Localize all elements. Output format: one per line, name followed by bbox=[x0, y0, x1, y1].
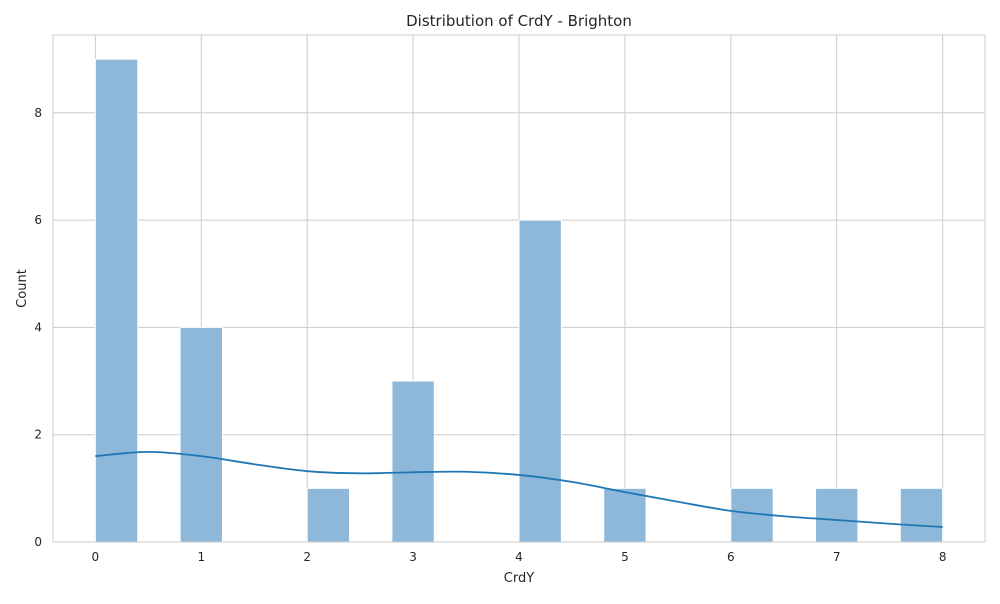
histogram-bar bbox=[391, 380, 435, 543]
kde-layer bbox=[95, 450, 943, 528]
histogram-bar bbox=[815, 487, 859, 543]
y-tick-label: 4 bbox=[34, 320, 42, 334]
x-tick-label: 3 bbox=[409, 550, 417, 564]
histogram-bar bbox=[306, 487, 351, 543]
histogram-bar bbox=[94, 58, 139, 543]
chart-title: Distribution of CrdY - Brighton bbox=[406, 12, 632, 30]
histogram-bar bbox=[518, 219, 562, 543]
y-axis-label: Count bbox=[15, 269, 30, 308]
x-tick-label: 6 bbox=[727, 550, 735, 564]
x-tick-label: 2 bbox=[303, 550, 311, 564]
y-tick-labels: 0 2 4 6 8 bbox=[34, 106, 42, 549]
kde-line bbox=[95, 450, 943, 528]
x-tick-label: 8 bbox=[939, 550, 947, 564]
x-tick-labels: 0 1 2 3 4 5 6 7 8 bbox=[92, 550, 947, 564]
x-axis-label: CrdY bbox=[504, 571, 534, 586]
y-tick-label: 0 bbox=[34, 535, 42, 549]
x-tick-label: 0 bbox=[92, 550, 100, 564]
y-tick-label: 8 bbox=[34, 106, 42, 120]
axes-frame bbox=[52, 34, 986, 543]
x-tick-label: 4 bbox=[515, 550, 523, 564]
x-tick-label: 7 bbox=[833, 550, 841, 564]
y-tick-label: 6 bbox=[34, 213, 42, 227]
histogram-bar bbox=[899, 487, 944, 543]
histogram-bar bbox=[603, 487, 647, 543]
histogram-bar bbox=[179, 326, 223, 543]
y-tick-label: 2 bbox=[34, 428, 42, 442]
bar-layer bbox=[94, 58, 944, 543]
x-tick-label: 1 bbox=[197, 550, 205, 564]
x-tick-label: 5 bbox=[621, 550, 629, 564]
